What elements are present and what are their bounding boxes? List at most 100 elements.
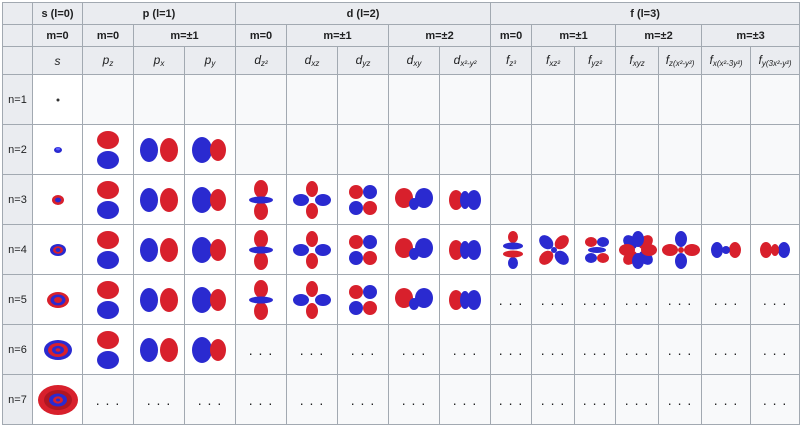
ellipsis-cell: . . . [235, 374, 287, 425]
ellipsis-cell: . . . [235, 324, 287, 375]
orbital-name-4: dz² [235, 46, 287, 75]
orbital-image-cell [337, 274, 389, 325]
orbital-py-icon [192, 186, 226, 213]
orbital-base: d [254, 53, 261, 67]
orbital-name-9: fz³ [490, 46, 533, 75]
orbital-base: p [153, 53, 161, 67]
orbital-dyz-icon [349, 234, 377, 265]
orbital-name-5: dxz [286, 46, 338, 75]
orbital-px-icon [140, 287, 178, 312]
orbital-subscript: x²-y² [460, 59, 477, 68]
empty-cell [235, 74, 287, 125]
row-label: n=3 [2, 174, 33, 225]
orbital-image-cell [701, 224, 752, 275]
empty-cell [615, 124, 660, 175]
ellipsis-cell: . . . [658, 324, 703, 375]
orbital-base: f [665, 53, 670, 67]
empty-cell [701, 74, 752, 125]
orbital-base: d [406, 53, 414, 67]
empty-cell [490, 74, 533, 125]
orbital-pz-icon [97, 130, 119, 169]
orbital-image-cell [133, 174, 185, 225]
orbital-base: f [588, 53, 592, 67]
orbital-image-cell [82, 274, 134, 325]
ellipsis-cell: . . . [701, 324, 752, 375]
orbital-name-0: s [32, 46, 83, 75]
ellipsis-cell: . . . [574, 324, 617, 375]
orbital-name-7: dxy [388, 46, 440, 75]
orbital-py-icon [192, 136, 226, 163]
m-f-1: m=±1 [531, 24, 617, 47]
orbital-dxy-icon [395, 187, 433, 210]
header-s: s (l=0) [32, 2, 83, 25]
orbital-subscript: yz [362, 59, 371, 68]
orbital-image-cell [32, 274, 83, 325]
orbital-image-cell [184, 224, 236, 275]
orbital-image-cell [388, 174, 440, 225]
ellipsis-cell: . . . [531, 274, 576, 325]
empty-cell [235, 124, 287, 175]
ellipsis-cell: . . . [388, 324, 440, 375]
ellipsis-cell: . . . [286, 324, 338, 375]
orbital-table: s (l=0) p (l=1) d (l=2) f (l=3) m=0 m=0 … [2, 2, 800, 425]
orbital-image-cell [133, 224, 185, 275]
orbital-name-8: dx²-y² [438, 46, 492, 75]
orbital-image-cell [438, 174, 492, 225]
empty-cell [531, 74, 576, 125]
orbital-image-cell [184, 274, 236, 325]
orbital-base: s [54, 53, 61, 68]
orbital-base: f [546, 53, 550, 67]
orbital-dyz-icon [349, 184, 377, 215]
ellipsis-cell: . . . [438, 324, 492, 375]
m-d-0: m=0 [235, 24, 287, 47]
orbital-image-cell [388, 274, 440, 325]
empty-cell [82, 74, 134, 125]
orbital-name-3: py [184, 46, 236, 75]
orbital-base: d [453, 53, 461, 67]
orbital-image-cell [658, 224, 703, 275]
empty-cell [750, 74, 800, 125]
ellipsis-cell: . . . [133, 374, 185, 425]
orbital-name-6: dyz [337, 46, 389, 75]
orbital-name-14: fx(x²-3y²) [701, 46, 752, 75]
orbital-row: n=2 [2, 124, 800, 175]
empty-cell [337, 124, 389, 175]
ellipsis-cell: . . . [615, 274, 660, 325]
orbital-image-cell [750, 224, 800, 275]
orbital-row: n=6. . .. . .. . .. . .. . .. . .. . .. … [2, 324, 800, 375]
orbital-image-cell [438, 274, 492, 325]
ellipsis-cell: . . . [750, 324, 800, 375]
orbital-subscript: y [211, 59, 216, 68]
ellipsis-cell: . . . [750, 374, 800, 425]
ellipsis-cell: . . . [615, 324, 660, 375]
empty-cell [658, 124, 703, 175]
ellipsis-cell: . . . [531, 374, 576, 425]
orbital-pz-icon [97, 280, 119, 319]
empty-cell [286, 74, 338, 125]
empty-cell [615, 74, 660, 125]
empty-cell [574, 74, 617, 125]
orbital-dz2-icon [249, 279, 273, 320]
orbital-s1-icon [56, 98, 59, 101]
m-f-0: m=0 [490, 24, 533, 47]
orbital-image-cell [235, 174, 287, 225]
empty-cell [701, 174, 752, 225]
orbital-py-icon [192, 336, 226, 363]
empty-cell [750, 124, 800, 175]
orbital-image-cell [438, 224, 492, 275]
orbital-image-cell [286, 174, 338, 225]
orbital-image-cell [133, 274, 185, 325]
orbital-fyx-icon [760, 241, 791, 258]
empty-cell [658, 174, 703, 225]
orbital-image-cell [286, 224, 338, 275]
row-label: n=5 [2, 274, 33, 325]
m-p-1: m=±1 [133, 24, 236, 47]
orbital-image-cell [133, 324, 185, 375]
orbital-subscript: y(3x²-y²) [761, 59, 792, 68]
orbital-s5-icon [46, 291, 69, 308]
orbital-corner [2, 46, 33, 75]
orbital-dyz-icon [349, 284, 377, 315]
orbital-fxyz-icon [619, 230, 658, 269]
orbital-image-cell [184, 124, 236, 175]
orbital-dz2-icon [249, 229, 273, 270]
